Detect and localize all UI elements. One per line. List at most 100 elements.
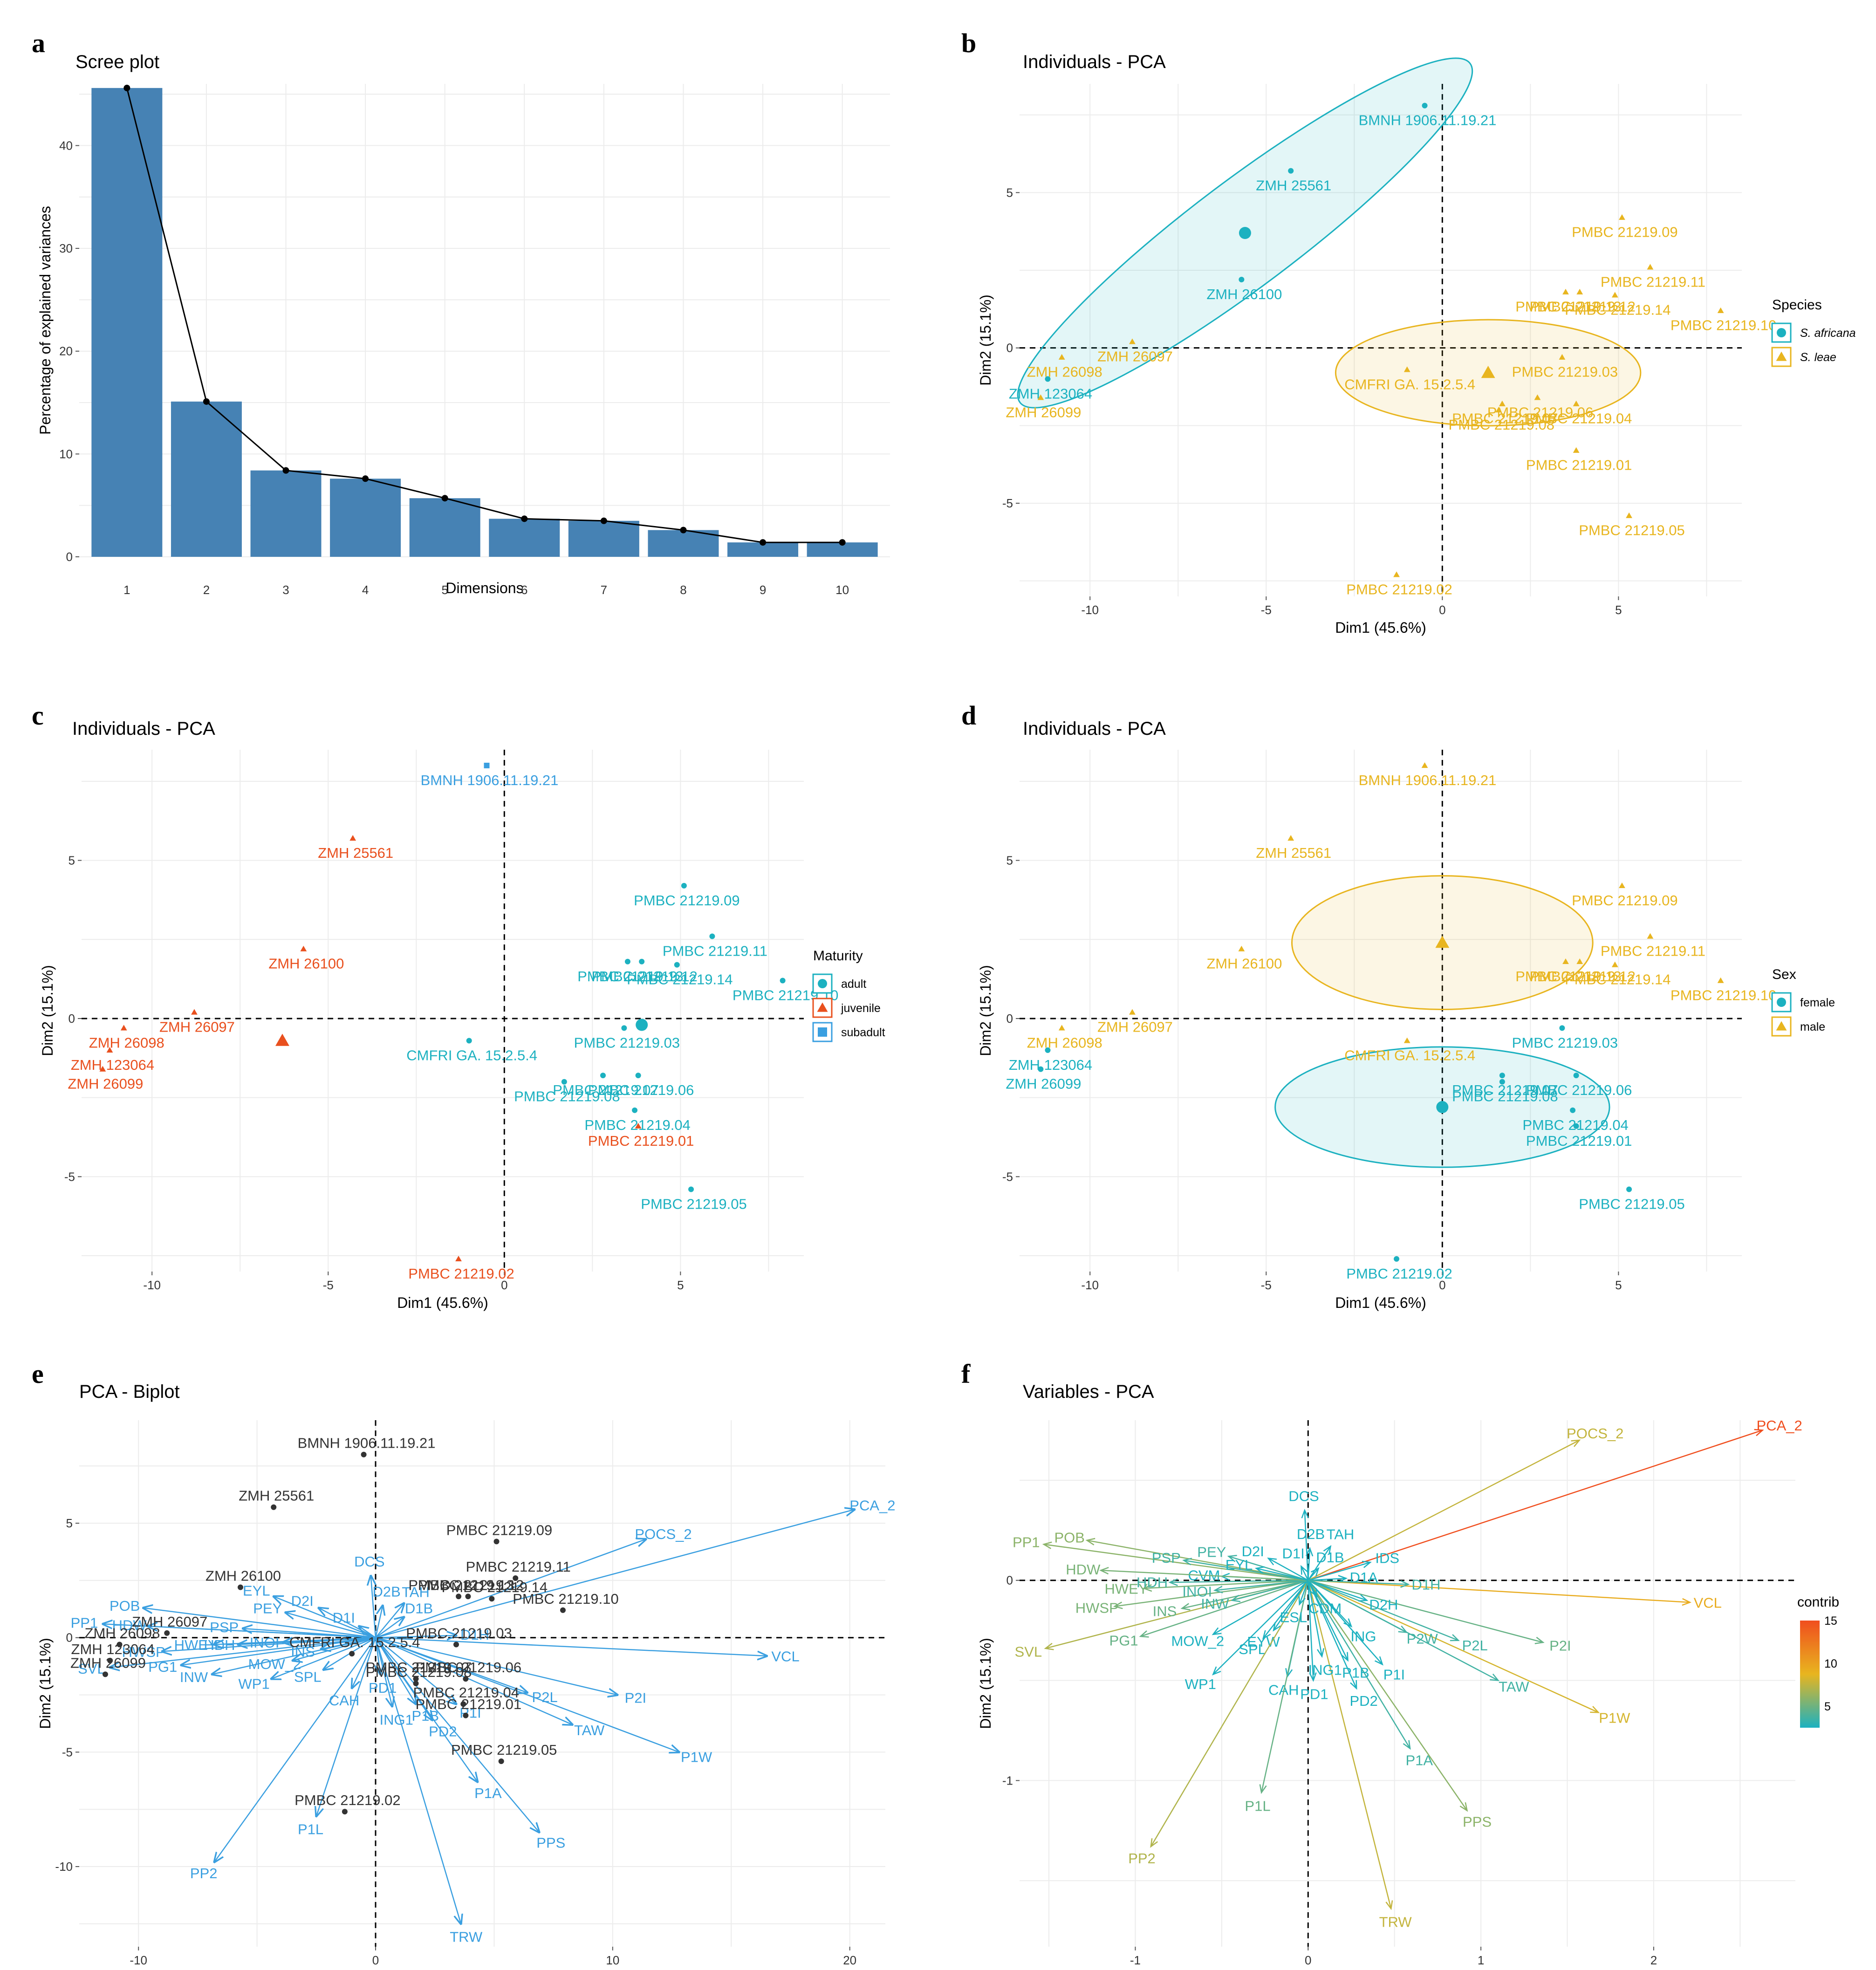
y-tick-label: -10 (55, 1860, 73, 1874)
arrow-label-inoi: INOI (250, 1635, 280, 1651)
variable-arrows: PCA_2POCS_2VCLP1WP2ITAWP2LP1APPSTRWPD2P1… (1013, 1417, 1802, 1930)
point-pmbc-21219-05 (1626, 512, 1632, 518)
group-centroid-s-leae (1481, 366, 1495, 378)
point-pmbc-21219-12 (1576, 958, 1583, 964)
panel-a: a Scree plot 0 10 20 30 40 Dimensions Percenta… (0, 0, 938, 657)
legend-label-subadult: subadult (841, 1026, 885, 1039)
arrow-label-pocs-2: POCS_2 (635, 1526, 692, 1542)
scree-point-8 (680, 527, 687, 534)
x-tick-label: 1 (1478, 1953, 1484, 1967)
arrowhead-pp1 (1042, 1541, 1052, 1549)
arrow-label-d1i: D1I (333, 1610, 355, 1626)
arrow-p2i (375, 1637, 617, 1695)
arrow-trw (375, 1637, 461, 1924)
point-pmbc-21219-12 (465, 1594, 471, 1600)
point-pmbc-21219-10 (780, 978, 786, 984)
arrow-d1b (1308, 1568, 1319, 1581)
points: BMNH 1906.11.19.21 ZMH 25561 ZMH 26100 ZMH … (1006, 103, 1776, 597)
arrowhead-d2i (1267, 1557, 1277, 1566)
arrowhead-pps (1459, 1802, 1468, 1812)
scree-point-10 (839, 539, 846, 546)
arrow-label-svl: SVL (1015, 1643, 1042, 1660)
point-pmbc-21219-06 (463, 1676, 469, 1682)
arrow-label-pp1: PP1 (71, 1615, 98, 1631)
y-axis-label: Dim2 (15.1%) (977, 1638, 994, 1729)
point-cmfri-ga-15-2-5-4 (466, 1038, 472, 1044)
arrow-pp2 (214, 1637, 377, 1862)
point-label-zmh-26100: ZMH 26100 (1206, 286, 1282, 302)
arrow-pocs-2 (1308, 1439, 1580, 1581)
point-label-bmnh-1906-11-19-21: BMNH 1906.11.19.21 (1359, 772, 1497, 788)
point-pmbc-21219-08 (561, 1079, 567, 1085)
point-label-pmbc-21219-10: PMBC 21219.10 (513, 1591, 618, 1607)
legend: Maturity adult juvenile subadult (812, 948, 885, 1042)
point-pmbc-21219-09 (493, 1539, 500, 1545)
x-tick-label: 0 (501, 1278, 507, 1292)
arrow-inoi (1214, 1580, 1308, 1591)
y-tick-label: -5 (62, 1745, 73, 1759)
point-zmh-25561 (271, 1504, 277, 1510)
arrow-trw (1308, 1580, 1392, 1909)
x-tick-label: 2 (1650, 1953, 1657, 1967)
point-label-pmbc-21219-12: PMBC 21219.12 (1529, 299, 1635, 315)
scree-point-6 (521, 515, 528, 522)
arrow-label-wp1: WP1 (1185, 1676, 1216, 1692)
arrow-cah (352, 1637, 377, 1688)
x-tick-label: -5 (323, 1278, 334, 1292)
species-pca-plot: b Individuals - PCA -10 -5 0 5 -5 0 5 Dim1 (45.… (961, 28, 1856, 636)
y-tick-label: 5 (68, 854, 75, 868)
arrowhead-pg1 (1139, 1630, 1149, 1638)
arrowhead-d1i (1301, 1565, 1308, 1575)
arrow-ing (1308, 1580, 1352, 1627)
point-label-pmbc-21219-14: PMBC 21219.14 (442, 1579, 548, 1595)
point-label-pmbc-21219-02: PMBC 21219.02 (408, 1265, 514, 1282)
legend-marker-juvenile (817, 1002, 828, 1012)
arrowhead-pd2 (1350, 1680, 1357, 1690)
scree-line (126, 88, 842, 543)
y-axis-label: Dim2 (15.1%) (977, 294, 994, 386)
point-label-pmbc-21219-08: PMBC 21219.08 (1449, 417, 1554, 433)
point-label-zmh-26100: ZMH 26100 (1206, 956, 1282, 972)
point-pmbc-21219-05 (688, 1186, 694, 1192)
arrow-pd1 (1308, 1580, 1314, 1681)
point-label-zmh-26100: ZMH 26100 (268, 956, 344, 972)
points: BMNH 1906.11.19.21 ZMH 25561 ZMH 26100 ZMH … (68, 762, 838, 1282)
arrow-cdm (1308, 1580, 1317, 1597)
point-zmh-26099 (1038, 1066, 1044, 1072)
arrowhead-hwsp (1113, 1601, 1123, 1609)
arrow-label-p1a: P1A (474, 1785, 502, 1801)
colorbar-tick-label: 10 (1824, 1657, 1837, 1670)
point-pmbc-21219-13 (1562, 958, 1569, 964)
point-label-pmbc-21219-05: PMBC 21219.05 (451, 1742, 557, 1758)
arrowhead-ing1 (1317, 1648, 1325, 1658)
legend-label-s-africana: S. africana (1800, 327, 1856, 340)
point-label-zmh-26099: ZMH 26099 (1006, 404, 1081, 420)
point-pmbc-21219-07 (413, 1676, 419, 1682)
arrow-hdw (148, 1626, 376, 1638)
point-label-pmbc-21219-06: PMBC 21219.06 (588, 1082, 694, 1098)
point-label-zmh-123064: ZMH 123064 (71, 1641, 155, 1657)
arrow-pp1 (1043, 1544, 1308, 1581)
arrow-vcl (375, 1637, 767, 1656)
panel-c: c Individuals - PCA -10 -5 0 5 -5 0 5 Dim1 (45.… (0, 657, 938, 1313)
arrow-tah (375, 1603, 404, 1638)
point-zmh-25561 (1287, 835, 1294, 841)
arrow-pd2 (1308, 1580, 1357, 1689)
x-tick-label: 5 (1615, 603, 1622, 617)
arrow-pca-2 (375, 1510, 855, 1638)
legend-label-adult: adult (841, 978, 866, 991)
group-centroid-s-africana (1239, 227, 1251, 239)
arrow-label-p1w: P1W (1599, 1710, 1630, 1726)
point-pmbc-21219-03 (1559, 1025, 1565, 1031)
point-label-pmbc-21219-12: PMBC 21219.12 (591, 968, 697, 985)
point-pmbc-21219-13 (624, 958, 630, 964)
contrib-colorbar (1800, 1621, 1820, 1728)
x-tick-label: 5 (441, 583, 448, 597)
point-label-bmnh-1906-11-19-21: BMNH 1906.11.19.21 (421, 772, 559, 788)
arrow-label-pca-2: PCA_2 (1757, 1417, 1802, 1434)
arrow-label-psp: PSP (1152, 1550, 1181, 1566)
point-pmbc-21219-07 (600, 1073, 606, 1079)
arrow-eyl (1256, 1567, 1308, 1581)
point-pmbc-21219-14 (1611, 961, 1618, 967)
